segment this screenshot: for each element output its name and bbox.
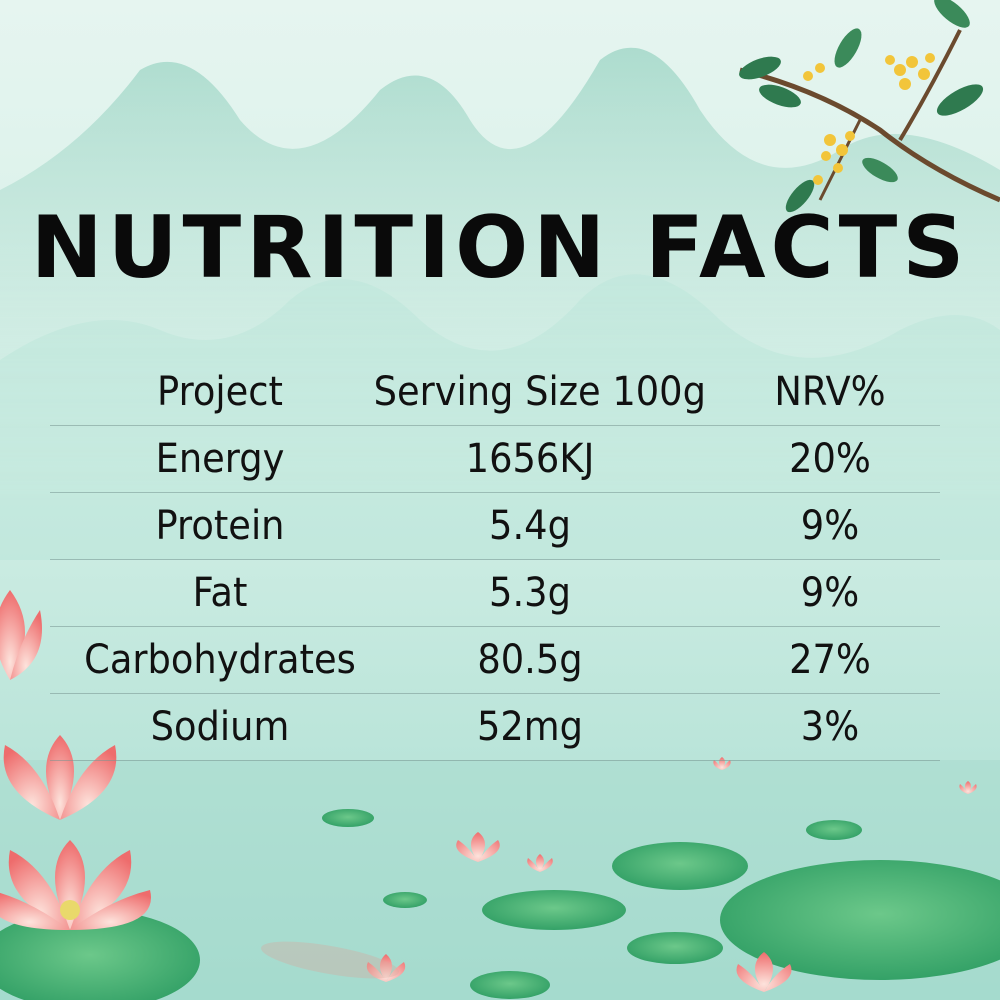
row-amount: 52mg (476, 704, 584, 750)
row-item: Sodium (150, 704, 290, 750)
small-lotus-flowers (366, 757, 977, 992)
page-title: NUTRITION FACTS (30, 198, 970, 298)
row-nrv: 9% (800, 570, 860, 616)
table-row: Protein 5.4g 9% (50, 492, 940, 559)
row-item: Protein (155, 503, 285, 549)
table-row: Fat 5.3g 9% (50, 559, 940, 626)
header-nrv: NRV% (774, 368, 886, 415)
row-amount: 5.3g (489, 570, 571, 616)
lotus-flowers-left (0, 590, 151, 930)
row-item: Carbohydrates (84, 637, 356, 683)
row-nrv: 27% (789, 637, 871, 683)
table-row: Energy 1656KJ 20% (50, 425, 940, 492)
row-amount: 5.4g (489, 503, 571, 549)
row-amount: 1656KJ (465, 436, 595, 482)
header-project: Project (157, 368, 283, 415)
row-item: Fat (192, 570, 248, 616)
koi-fish (261, 941, 399, 979)
nutrition-table: Project Serving Size 100g NRV% Energy 16… (50, 358, 940, 761)
row-nrv: 3% (800, 704, 860, 750)
row-amount: 80.5g (477, 637, 583, 683)
row-nrv: 9% (800, 503, 860, 549)
table-header-row: Project Serving Size 100g NRV% (50, 358, 940, 425)
mountain-range (0, 47, 1000, 560)
lily-pads (0, 809, 1000, 1000)
table-row: Sodium 52mg 3% (50, 693, 940, 761)
row-item: Energy (155, 436, 285, 482)
table-row: Carbohydrates 80.5g 27% (50, 626, 940, 693)
osmanthus-branch (739, 0, 1000, 213)
row-nrv: 20% (789, 436, 871, 482)
header-serving-size: Serving Size 100g (373, 368, 706, 415)
